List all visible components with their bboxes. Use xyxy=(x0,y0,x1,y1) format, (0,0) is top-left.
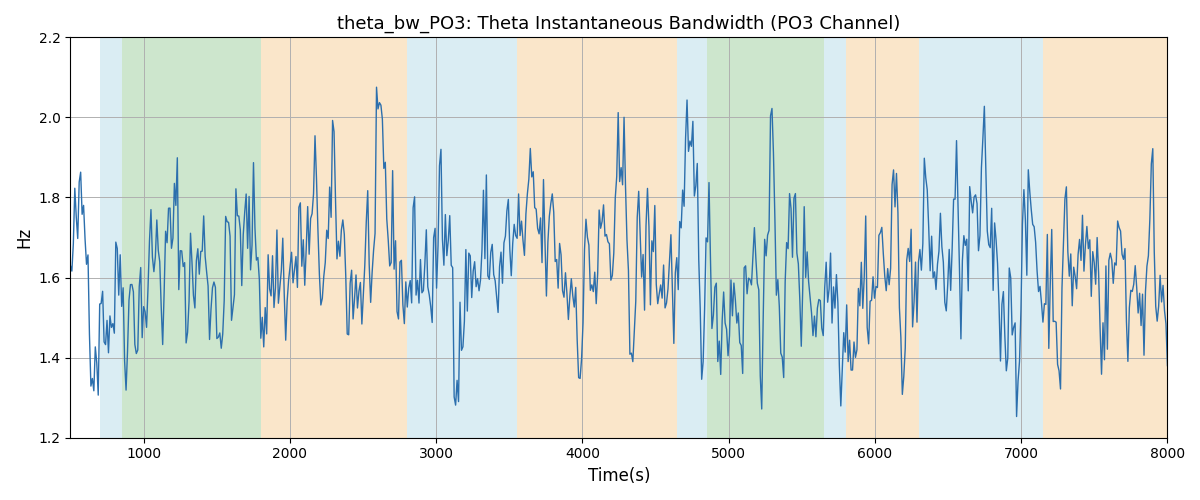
Bar xyxy=(846,38,919,438)
X-axis label: Time(s): Time(s) xyxy=(588,467,650,485)
Y-axis label: Hz: Hz xyxy=(14,227,32,248)
Bar xyxy=(823,38,846,438)
Bar xyxy=(407,38,516,438)
Bar xyxy=(100,38,121,438)
Bar xyxy=(1043,38,1175,438)
Bar xyxy=(121,38,260,438)
Bar xyxy=(707,38,823,438)
Bar xyxy=(678,38,707,438)
Bar xyxy=(260,38,407,438)
Bar xyxy=(919,38,1043,438)
Bar xyxy=(516,38,678,438)
Title: theta_bw_PO3: Theta Instantaneous Bandwidth (PO3 Channel): theta_bw_PO3: Theta Instantaneous Bandwi… xyxy=(337,15,901,34)
